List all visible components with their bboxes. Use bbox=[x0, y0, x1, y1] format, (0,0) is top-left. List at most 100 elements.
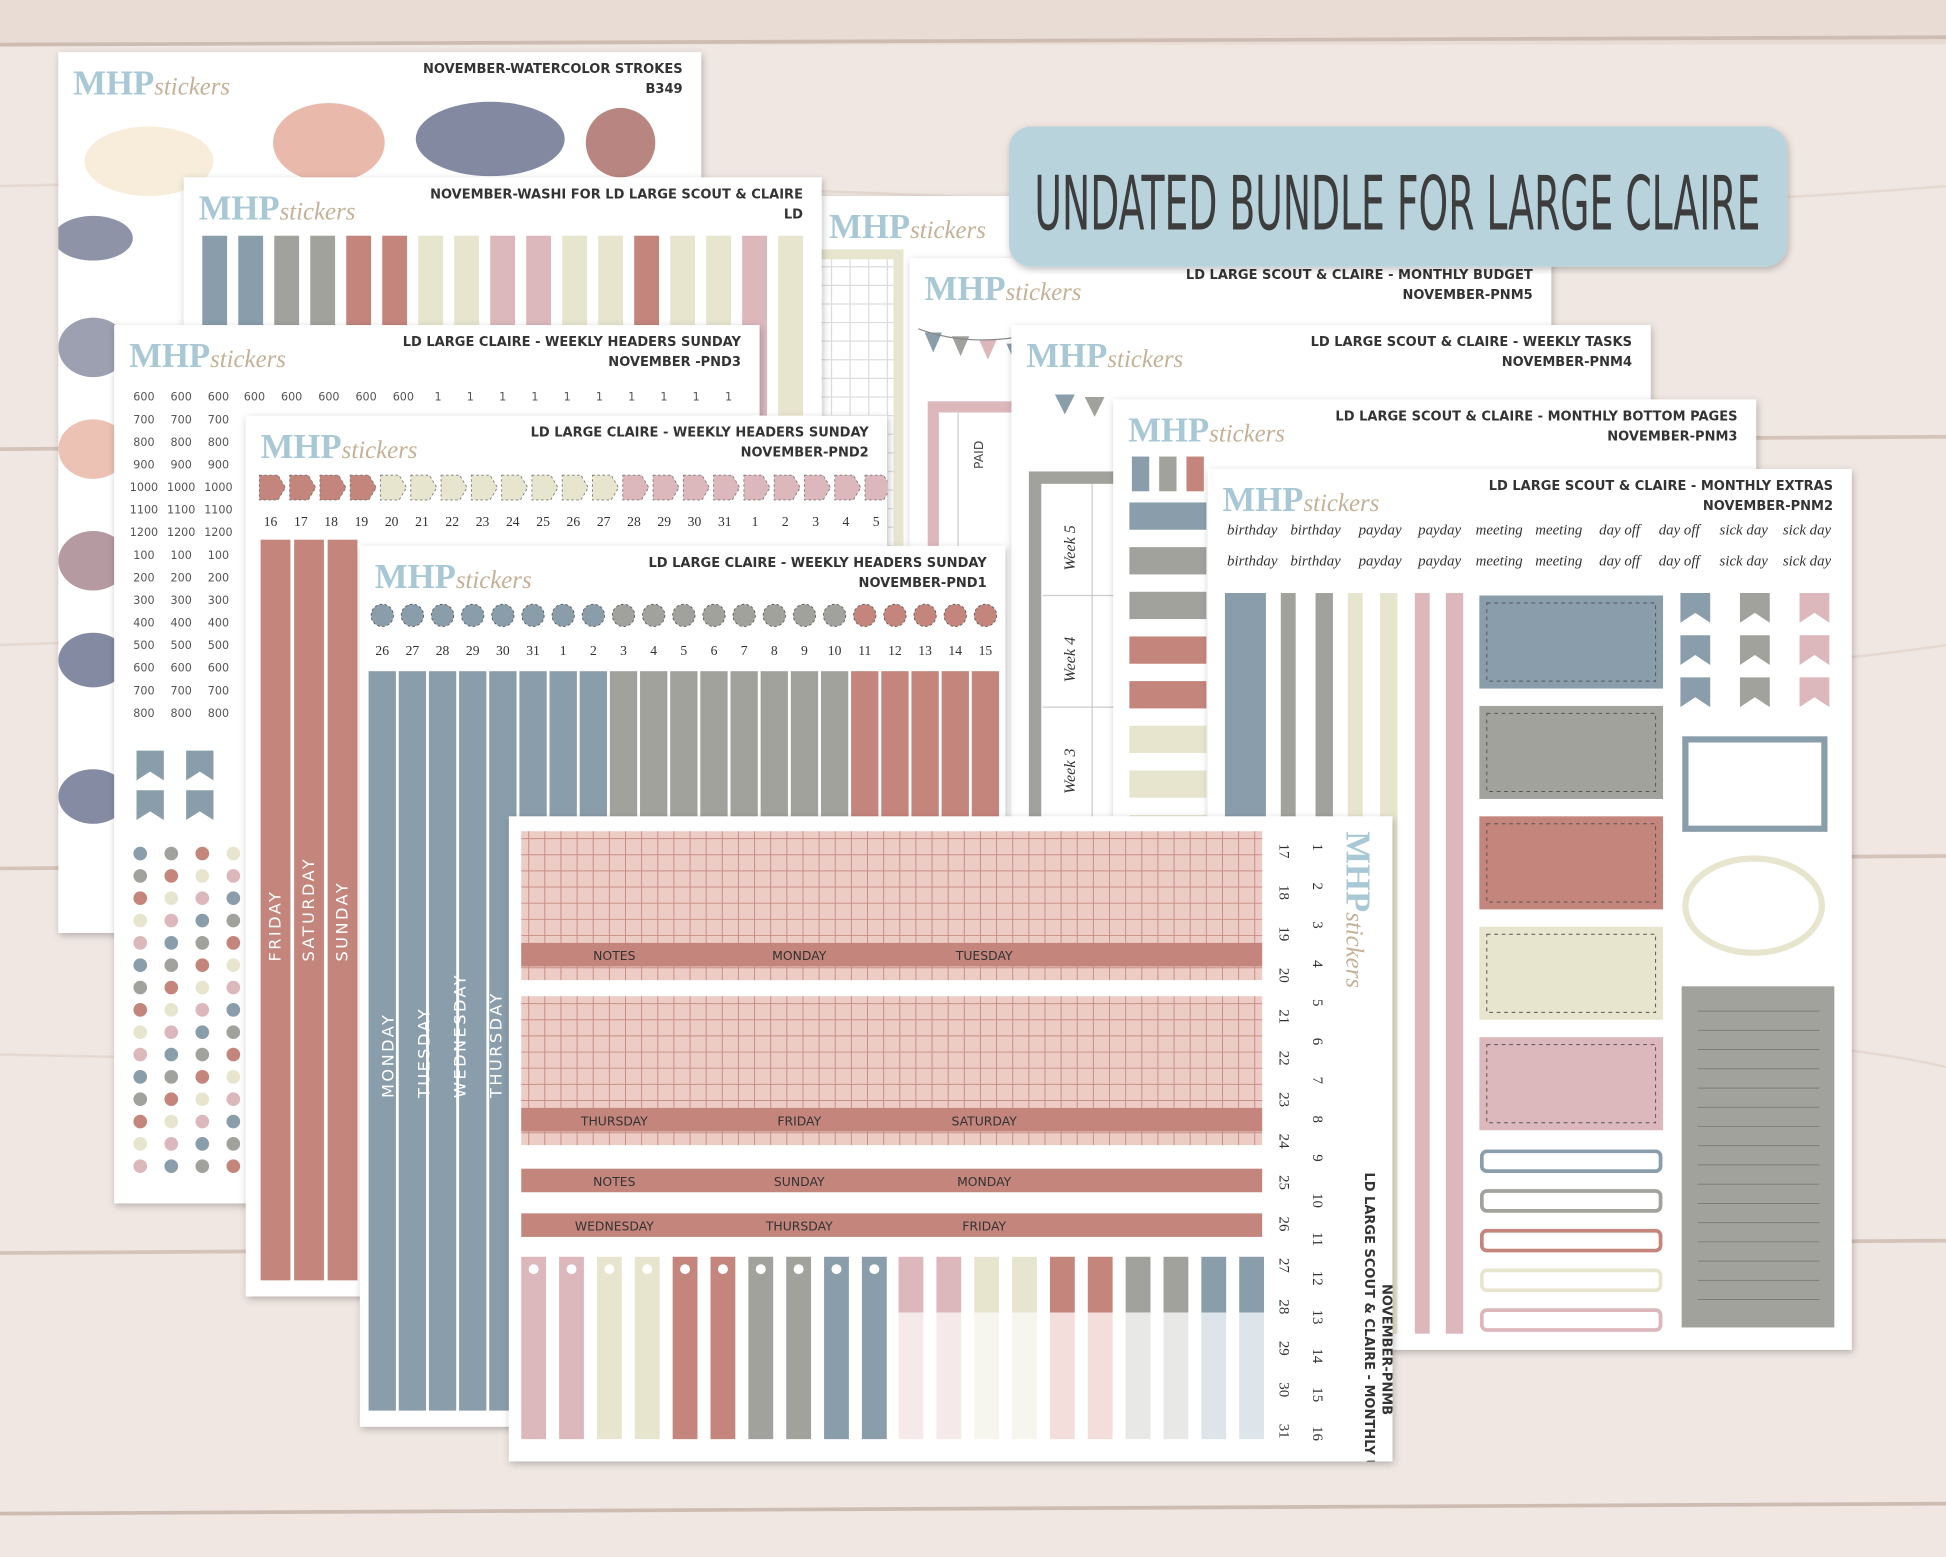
pnd3-dot bbox=[133, 869, 148, 883]
extra-bar bbox=[1479, 1149, 1663, 1174]
logo-mhp: MHP bbox=[829, 207, 910, 246]
tab-strip bbox=[824, 1256, 849, 1440]
date-drop bbox=[792, 603, 817, 627]
date-label: 10 bbox=[828, 643, 842, 658]
extra-box bbox=[1479, 816, 1664, 910]
date-tab bbox=[773, 474, 801, 501]
hour-label: 400 bbox=[208, 617, 229, 630]
pnd3-dot bbox=[164, 1092, 179, 1107]
date-label: 26 bbox=[375, 643, 389, 658]
paid-label: PAID bbox=[971, 441, 986, 469]
watercolor-stroke bbox=[58, 215, 133, 261]
bottom-strip bbox=[1129, 725, 1207, 754]
extra-frame bbox=[1682, 736, 1828, 832]
pennant bbox=[979, 339, 997, 360]
date-drop bbox=[762, 603, 786, 627]
tab-top bbox=[1012, 1256, 1037, 1313]
hour-label: 400 bbox=[171, 617, 192, 630]
hour-label: 1000 bbox=[204, 481, 232, 494]
sheet-title: LD LARGE SCOUT & CLAIRE - MONTHLY EXTRAS bbox=[1489, 479, 1833, 494]
date-label: 3 bbox=[812, 514, 819, 529]
date-b: 14 bbox=[1309, 1348, 1325, 1363]
logo: MHPstickers bbox=[1222, 480, 1379, 519]
logo-script: stickers bbox=[154, 73, 230, 100]
extra-word: day off bbox=[1659, 554, 1702, 570]
extra-word: sick day bbox=[1720, 554, 1769, 570]
extra-word: birthday bbox=[1227, 523, 1278, 539]
tab-strip bbox=[596, 1256, 622, 1440]
day-label: SATURDAY bbox=[299, 857, 318, 962]
tab-hole bbox=[755, 1264, 766, 1275]
date-drop bbox=[370, 603, 394, 627]
logo: MHPstickers bbox=[1026, 336, 1183, 375]
top-label: 1 bbox=[660, 391, 667, 404]
bottom-tab bbox=[1159, 456, 1177, 492]
hour-label: 1100 bbox=[130, 504, 158, 517]
tab-bottom bbox=[1239, 1312, 1265, 1440]
hour-label: 600 bbox=[133, 662, 154, 675]
pnd3-dot bbox=[226, 891, 241, 906]
date-drop bbox=[672, 603, 696, 627]
logo-mhp: MHP bbox=[1222, 480, 1303, 519]
date-label: 11 bbox=[858, 643, 871, 658]
pnd3-dot bbox=[226, 913, 241, 928]
pnd3-dot bbox=[133, 1159, 148, 1174]
date-drop bbox=[521, 603, 545, 627]
date-tab bbox=[804, 474, 832, 501]
date-a: 19 bbox=[1276, 927, 1292, 942]
hour-label: 600 bbox=[133, 391, 154, 404]
strip-label: NOTES bbox=[593, 948, 635, 963]
hour-label: 800 bbox=[208, 707, 229, 720]
date-label: 2 bbox=[782, 514, 789, 529]
top-label: 1 bbox=[628, 391, 635, 404]
extra-word: day off bbox=[1599, 554, 1642, 570]
banner-text: UNDATED BUNDLE FOR LARGE CLAIRE bbox=[1034, 161, 1760, 248]
date-tab bbox=[652, 474, 680, 501]
day-label: MONDAY bbox=[378, 1013, 397, 1098]
tab-bottom bbox=[1201, 1312, 1227, 1440]
extra-word: day off bbox=[1599, 523, 1642, 539]
sheet: MHPstickers LD LARGE SCOUT & CLAIRE - MON… bbox=[521, 831, 1392, 1461]
pnd3-dot bbox=[164, 1025, 179, 1040]
pnd3-dot bbox=[133, 980, 148, 995]
logo-script: stickers bbox=[1341, 912, 1368, 988]
date-drop bbox=[883, 603, 907, 627]
sheet-title: LD LARGE CLAIRE - WEEKLY HEADERS SUNDAY bbox=[403, 335, 742, 350]
date-label: 6 bbox=[711, 643, 718, 658]
pnd3-dot bbox=[164, 869, 179, 883]
pnd3-dot bbox=[226, 1092, 241, 1107]
date-a: 30 bbox=[1276, 1382, 1292, 1397]
tab-hole bbox=[831, 1264, 842, 1275]
tab-hole bbox=[869, 1264, 880, 1275]
date-a: 25 bbox=[1276, 1175, 1292, 1190]
bottom-strip bbox=[1129, 770, 1207, 798]
extra-word: birthday bbox=[1290, 523, 1341, 539]
date-label: 14 bbox=[948, 643, 962, 658]
tab-hole bbox=[680, 1264, 691, 1275]
week-label: Week 5 bbox=[1062, 525, 1079, 571]
extra-bar bbox=[1479, 1268, 1663, 1293]
hour-label: 600 bbox=[208, 662, 229, 675]
pnd3-dot bbox=[195, 1137, 210, 1151]
watercolor-stroke bbox=[84, 126, 214, 197]
pnd3-dot bbox=[164, 891, 179, 906]
extra-word: payday bbox=[1417, 554, 1461, 570]
extra-box bbox=[1479, 926, 1664, 1020]
logo: MHPstickers bbox=[829, 207, 986, 246]
pennant bbox=[1084, 397, 1105, 417]
date-tab bbox=[834, 474, 862, 501]
date-label: 5 bbox=[873, 514, 880, 529]
watercolor-stroke bbox=[58, 419, 128, 479]
tab-top bbox=[898, 1256, 924, 1313]
tab-strip bbox=[672, 1256, 698, 1440]
day-label: THURSDAY bbox=[486, 991, 505, 1099]
extra-word: day off bbox=[1659, 523, 1702, 539]
hour-label: 300 bbox=[208, 594, 229, 607]
pnd3-dot bbox=[133, 913, 148, 928]
pnd3-dot bbox=[164, 1003, 179, 1017]
pnd3-dot bbox=[133, 1003, 148, 1017]
date-label: 3 bbox=[620, 643, 627, 658]
date-label: 9 bbox=[801, 643, 808, 658]
date-label: 4 bbox=[650, 643, 657, 658]
extra-bar bbox=[1479, 1228, 1663, 1253]
